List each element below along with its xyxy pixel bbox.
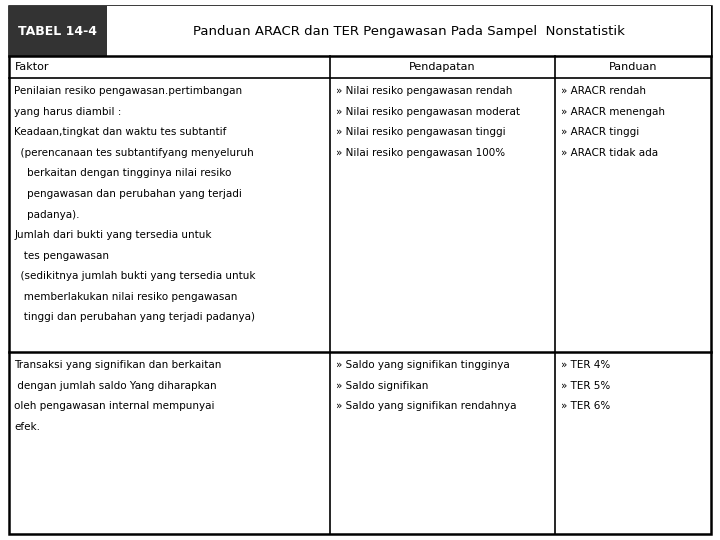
Text: Jumlah dari bukti yang tersedia untuk: Jumlah dari bukti yang tersedia untuk [14, 230, 212, 240]
Text: » TER 6%: » TER 6% [561, 401, 610, 411]
Text: Panduan ARACR dan TER Pengawasan Pada Sampel  Nonstatistik: Panduan ARACR dan TER Pengawasan Pada Sa… [193, 24, 625, 38]
Text: padanya).: padanya). [14, 210, 80, 220]
Text: (perencanaan tes subtantifyang menyeluruh: (perencanaan tes subtantifyang menyeluru… [14, 148, 254, 158]
Text: » ARACR menengah: » ARACR menengah [561, 107, 665, 117]
Bar [9, 6, 107, 56]
Text: » Saldo yang signifikan rendahnya: » Saldo yang signifikan rendahnya [336, 401, 516, 411]
Text: » Saldo signifikan: » Saldo signifikan [336, 381, 428, 391]
Text: » ARACR tinggi: » ARACR tinggi [561, 127, 639, 138]
Text: » Nilai resiko pengawasan tinggi: » Nilai resiko pengawasan tinggi [336, 127, 505, 138]
Text: berkaitan dengan tingginya nilai resiko: berkaitan dengan tingginya nilai resiko [14, 168, 232, 179]
Text: Pendapatan: Pendapatan [409, 62, 476, 72]
Text: Panduan: Panduan [609, 62, 657, 72]
Text: (sedikitnya jumlah bukti yang tersedia untuk: (sedikitnya jumlah bukti yang tersedia u… [14, 271, 256, 281]
Text: Penilaian resiko pengawasan.pertimbangan: Penilaian resiko pengawasan.pertimbangan [14, 86, 243, 97]
Text: tes pengawasan: tes pengawasan [14, 251, 109, 261]
Text: » ARACR tidak ada: » ARACR tidak ada [561, 148, 658, 158]
Text: TABEL 14-4: TABEL 14-4 [18, 24, 97, 38]
Text: yang harus diambil :: yang harus diambil : [14, 107, 122, 117]
Text: » TER 5%: » TER 5% [561, 381, 610, 391]
Text: oleh pengawasan internal mempunyai: oleh pengawasan internal mempunyai [14, 401, 215, 411]
Text: » Nilai resiko pengawasan rendah: » Nilai resiko pengawasan rendah [336, 86, 512, 97]
Text: efek.: efek. [14, 422, 40, 432]
Text: Keadaan,tingkat dan waktu tes subtantif: Keadaan,tingkat dan waktu tes subtantif [14, 127, 227, 138]
Text: tinggi dan perubahan yang terjadi padanya): tinggi dan perubahan yang terjadi padany… [14, 312, 256, 322]
Text: » ARACR rendah: » ARACR rendah [561, 86, 646, 97]
Text: Faktor: Faktor [14, 62, 49, 72]
Text: » TER 4%: » TER 4% [561, 360, 610, 370]
Text: pengawasan dan perubahan yang terjadi: pengawasan dan perubahan yang terjadi [14, 189, 242, 199]
Text: » Saldo yang signifikan tingginya: » Saldo yang signifikan tingginya [336, 360, 509, 370]
Text: » Nilai resiko pengawasan 100%: » Nilai resiko pengawasan 100% [336, 148, 505, 158]
Text: » Nilai resiko pengawasan moderat: » Nilai resiko pengawasan moderat [336, 107, 520, 117]
Bar [107, 6, 711, 56]
Text: Transaksi yang signifikan dan berkaitan: Transaksi yang signifikan dan berkaitan [14, 360, 222, 370]
Text: memberlakukan nilai resiko pengawasan: memberlakukan nilai resiko pengawasan [14, 292, 238, 302]
Text: dengan jumlah saldo Yang diharapkan: dengan jumlah saldo Yang diharapkan [14, 381, 217, 391]
